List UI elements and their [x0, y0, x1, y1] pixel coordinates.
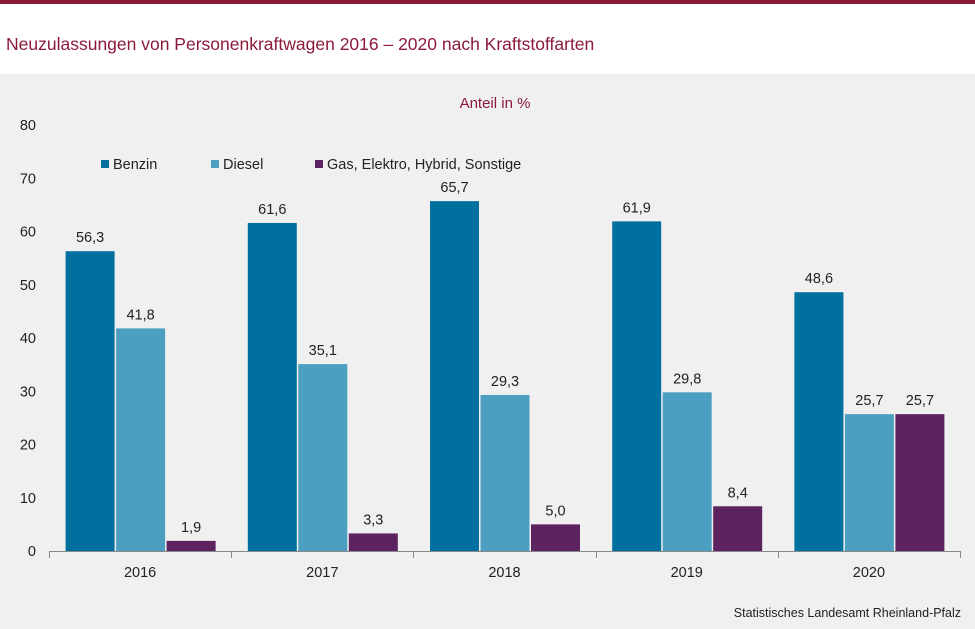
y-tick-label: 70 [20, 171, 36, 187]
bar-value-label: 8,4 [728, 485, 748, 501]
y-tick-label: 10 [20, 491, 36, 507]
bar-labels: 56,3 41,8 1,9 61,6 35,1 3,3 65,7 29,3 5,0 61,9 29,… [76, 180, 934, 536]
title-area: Neuzulassungen von Personenkraftwagen 20… [0, 4, 975, 74]
bar-value-label: 61,9 [623, 200, 651, 216]
bar-value-label: 29,3 [491, 374, 519, 390]
bar-value-label: 41,8 [126, 307, 154, 323]
bar-value-label: 56,3 [76, 230, 104, 246]
chart-title: Neuzulassungen von Personenkraftwagen 20… [6, 34, 595, 54]
bar [844, 414, 894, 551]
bar-value-label: 25,7 [906, 393, 934, 409]
top-accent-bar [0, 0, 975, 4]
bar-value-label: 35,1 [309, 343, 337, 359]
bar [531, 524, 580, 551]
legend-swatch [101, 160, 109, 168]
legend-label: Benzin [113, 157, 157, 173]
legend: Benzin Diesel Gas, Elektro, Hybrid, Sonsti… [101, 157, 521, 173]
bar [116, 328, 166, 551]
y-tick-label: 60 [20, 225, 36, 241]
source-note: Statistisches Landesamt Rheinland-Pfalz [733, 606, 961, 620]
bar [247, 222, 297, 552]
legend-swatch [315, 160, 323, 168]
y-tick-label: 40 [20, 331, 36, 347]
bar [430, 201, 479, 551]
bar-value-label: 25,7 [855, 393, 883, 409]
bar-value-label: 3,3 [363, 512, 383, 528]
bar-value-label: 1,9 [181, 520, 201, 536]
y-tick-label: 80 [20, 118, 36, 134]
bar [612, 221, 662, 551]
y-tick-label: 20 [20, 438, 36, 454]
bar-chart: Anteil in % 0 10 20 30 40 50 60 70 80 56,3 41,8 1,… [20, 95, 961, 581]
bar [348, 533, 398, 551]
bar-value-label: 48,6 [805, 271, 833, 287]
bar [895, 414, 945, 551]
x-tick-label: 2020 [853, 565, 885, 581]
bar-value-label: 29,8 [673, 371, 701, 387]
x-tick-label: 2018 [488, 565, 520, 581]
bar [713, 506, 763, 551]
y-tick-label: 50 [20, 278, 36, 294]
y-axis-ticks: 0 10 20 30 40 50 60 70 80 [20, 118, 36, 560]
legend-label: Diesel [223, 157, 263, 173]
bar [794, 292, 844, 551]
bar-value-label: 65,7 [440, 180, 468, 196]
bar [662, 392, 712, 551]
legend-swatch [211, 160, 219, 168]
x-tick-label: 2019 [671, 565, 703, 581]
chart-area: Anteil in % 0 10 20 30 40 50 60 70 80 56,3 41,8 1,… [0, 86, 975, 629]
bars [65, 201, 945, 552]
bar [166, 540, 216, 551]
bar [298, 364, 348, 551]
y-tick-label: 30 [20, 384, 36, 400]
bar [65, 251, 115, 551]
bar [480, 394, 530, 551]
x-tick-label: 2017 [306, 565, 338, 581]
y-axis-label: Anteil in % [460, 95, 531, 112]
x-axis: 2016 2017 2018 2019 2020 [49, 551, 961, 581]
x-tick-label: 2016 [124, 565, 156, 581]
bar-value-label: 61,6 [258, 202, 286, 218]
y-tick-label: 0 [28, 544, 36, 560]
legend-label: Gas, Elektro, Hybrid, Sonstige [327, 157, 521, 173]
bar-value-label: 5,0 [545, 503, 565, 519]
